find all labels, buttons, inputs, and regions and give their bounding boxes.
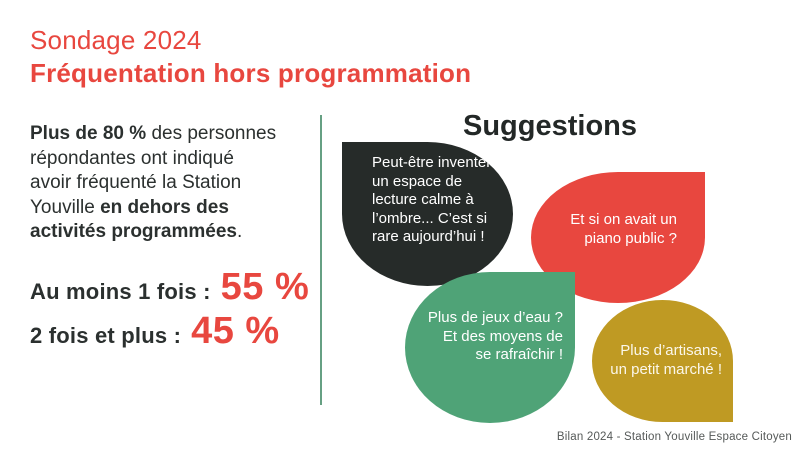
suggestion-bubble-jeux-eau: Plus de jeux d’eau ? Et des moyens de se…: [405, 272, 575, 423]
suggestion-text: Plus d’artisans, un petit marché !: [610, 342, 722, 378]
slide-title: Sondage 2024: [30, 25, 202, 55]
suggestion-text: Et si on avait un piano public ?: [570, 211, 677, 247]
suggestion-text: Plus de jeux d’eau ? Et des moyens de se…: [427, 309, 563, 363]
title-block: Sondage 2024 Fréquentation hors programm…: [30, 24, 471, 90]
stat-row-twice-or-more: 2 fois et plus : 45 %: [30, 310, 309, 354]
intro-bold-1: Plus de 80 %: [30, 123, 147, 144]
suggestion-bubble-marche: Plus d’artisans, un petit marché !: [592, 300, 733, 422]
suggestion-bubble-lecture: Peut-être inventer un espace de lecture …: [342, 142, 513, 286]
stat-label: Au moins 1 fois :: [30, 279, 211, 304]
intro-bold-2: en dehors des activités programmées: [30, 196, 237, 243]
slide-subtitle: Fréquentation hors programmation: [30, 58, 472, 88]
stats-block: Au moins 1 fois : 55 % 2 fois et plus : …: [30, 266, 309, 354]
stat-label: 2 fois et plus :: [30, 323, 182, 348]
footer-caption: Bilan 2024 - Station Youville Espace Cit…: [556, 431, 792, 443]
stat-value: 45 %: [191, 310, 280, 352]
stat-row-at-least-once: Au moins 1 fois : 55 %: [30, 266, 309, 310]
intro-text-1: des personnes répondantes ont indiqué av…: [30, 123, 277, 218]
stat-value: 55 %: [220, 266, 310, 308]
vertical-divider: [320, 115, 322, 405]
intro-paragraph: Plus de 80 % des personnes répondantes o…: [30, 122, 315, 245]
intro-text-2: .: [237, 221, 243, 242]
suggestions-heading: Suggestions: [462, 110, 637, 142]
suggestion-text: Peut-être inventer un espace de lecture …: [372, 154, 492, 245]
